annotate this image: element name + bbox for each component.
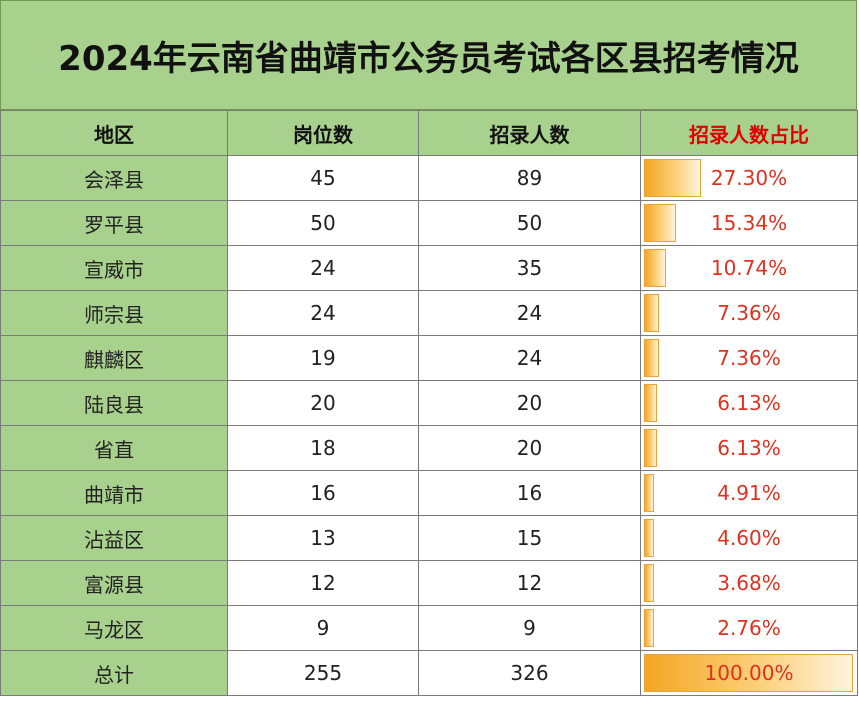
table-row: 师宗县 24 24 7.36% xyxy=(0,290,858,336)
positions-cell: 45 xyxy=(227,155,419,201)
region-cell: 总计 xyxy=(0,650,228,696)
positions-cell: 9 xyxy=(227,605,419,651)
recruits-cell: 35 xyxy=(418,245,641,291)
header-positions: 岗位数 xyxy=(227,110,419,156)
share-cell: 4.60% xyxy=(640,515,858,561)
share-bar xyxy=(644,519,654,557)
share-cell: 4.91% xyxy=(640,470,858,516)
share-bar xyxy=(644,654,853,692)
total-row: 总计 255 326 100.00% xyxy=(0,650,858,696)
share-bar xyxy=(644,474,654,512)
table-row: 沾益区 13 15 4.60% xyxy=(0,515,858,561)
share-cell: 10.74% xyxy=(640,245,858,291)
share-text: 4.91% xyxy=(717,481,781,505)
share-bar xyxy=(644,384,657,422)
recruitment-table: 地区 岗位数 招录人数 招录人数占比 会泽县 45 89 27.30% 罗平县 50 50 1… xyxy=(0,110,858,696)
share-cell: 6.13% xyxy=(640,380,858,426)
share-bar xyxy=(644,429,657,467)
region-cell: 富源县 xyxy=(0,560,228,606)
share-bar xyxy=(644,339,659,377)
share-bar xyxy=(644,564,654,602)
recruits-cell: 24 xyxy=(418,290,641,336)
recruits-cell: 20 xyxy=(418,425,641,471)
region-cell: 师宗县 xyxy=(0,290,228,336)
recruits-cell: 15 xyxy=(418,515,641,561)
table-row: 陆良县 20 20 6.13% xyxy=(0,380,858,426)
table-row: 富源县 12 12 3.68% xyxy=(0,560,858,606)
share-cell: 6.13% xyxy=(640,425,858,471)
table-row: 马龙区 9 9 2.76% xyxy=(0,605,858,651)
page-title: 2024年云南省曲靖市公务员考试各区县招考情况 xyxy=(0,0,857,110)
share-text: 27.30% xyxy=(710,166,788,190)
share-text: 6.13% xyxy=(717,391,781,415)
recruits-cell: 16 xyxy=(418,470,641,516)
share-cell: 15.34% xyxy=(640,200,858,246)
share-text: 4.60% xyxy=(717,526,781,550)
share-bar xyxy=(644,294,659,332)
region-cell: 麒麟区 xyxy=(0,335,228,381)
positions-cell: 24 xyxy=(227,290,419,336)
share-bar xyxy=(644,204,676,242)
recruits-cell: 20 xyxy=(418,380,641,426)
table-row: 宣威市 24 35 10.74% xyxy=(0,245,858,291)
positions-cell: 19 xyxy=(227,335,419,381)
recruits-cell: 9 xyxy=(418,605,641,651)
header-row: 地区 岗位数 招录人数 招录人数占比 xyxy=(0,110,858,156)
table-row: 曲靖市 16 16 4.91% xyxy=(0,470,858,516)
positions-cell: 16 xyxy=(227,470,419,516)
share-text: 2.76% xyxy=(717,616,781,640)
table-row: 麒麟区 19 24 7.36% xyxy=(0,335,858,381)
share-cell: 2.76% xyxy=(640,605,858,651)
recruits-cell: 89 xyxy=(418,155,641,201)
region-cell: 马龙区 xyxy=(0,605,228,651)
recruits-cell: 326 xyxy=(418,650,641,696)
header-recruits: 招录人数 xyxy=(418,110,641,156)
positions-cell: 13 xyxy=(227,515,419,561)
share-text: 3.68% xyxy=(717,571,781,595)
header-share: 招录人数占比 xyxy=(640,110,858,156)
region-cell: 沾益区 xyxy=(0,515,228,561)
share-cell: 3.68% xyxy=(640,560,858,606)
region-cell: 罗平县 xyxy=(0,200,228,246)
header-region: 地区 xyxy=(0,110,228,156)
region-cell: 宣威市 xyxy=(0,245,228,291)
share-text: 15.34% xyxy=(710,211,788,235)
positions-cell: 24 xyxy=(227,245,419,291)
share-cell: 7.36% xyxy=(640,290,858,336)
share-cell: 27.30% xyxy=(640,155,858,201)
region-cell: 会泽县 xyxy=(0,155,228,201)
share-text: 7.36% xyxy=(717,346,781,370)
recruits-cell: 50 xyxy=(418,200,641,246)
share-text: 7.36% xyxy=(717,301,781,325)
positions-cell: 255 xyxy=(227,650,419,696)
table-row: 会泽县 45 89 27.30% xyxy=(0,155,858,201)
positions-cell: 50 xyxy=(227,200,419,246)
share-cell: 7.36% xyxy=(640,335,858,381)
positions-cell: 18 xyxy=(227,425,419,471)
recruits-cell: 12 xyxy=(418,560,641,606)
share-text: 6.13% xyxy=(717,436,781,460)
positions-cell: 20 xyxy=(227,380,419,426)
positions-cell: 12 xyxy=(227,560,419,606)
share-bar xyxy=(644,249,666,287)
table-row: 罗平县 50 50 15.34% xyxy=(0,200,858,246)
share-text: 10.74% xyxy=(710,256,788,280)
recruits-cell: 24 xyxy=(418,335,641,381)
share-cell: 100.00% xyxy=(640,650,858,696)
region-cell: 省直 xyxy=(0,425,228,471)
region-cell: 陆良县 xyxy=(0,380,228,426)
share-text: 100.00% xyxy=(704,661,794,685)
table-body: 会泽县 45 89 27.30% 罗平县 50 50 15.34% 宣威市 24 35 10.74% 师… xyxy=(0,155,858,696)
share-bar xyxy=(644,159,701,197)
region-cell: 曲靖市 xyxy=(0,470,228,516)
share-bar xyxy=(644,609,654,647)
table-row: 省直 18 20 6.13% xyxy=(0,425,858,471)
